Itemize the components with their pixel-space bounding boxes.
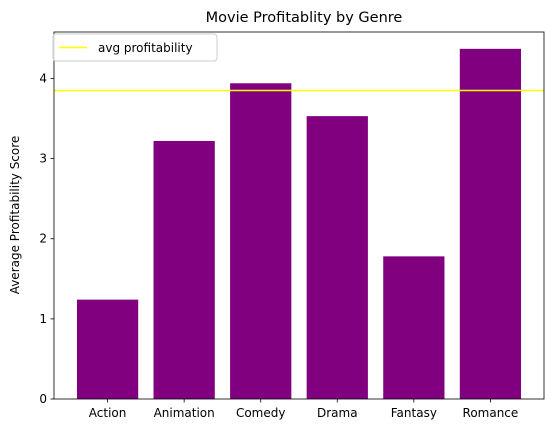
bar-action <box>76 299 139 399</box>
y-axis-ticks: 0 1 2 3 4 <box>39 71 54 406</box>
y-tick-label: 0 <box>39 392 47 406</box>
x-axis-ticks: Action Animation Comedy Drama Fantasy Romance <box>89 399 519 420</box>
x-tick-label-fantasy: Fantasy <box>391 406 437 420</box>
bar-drama <box>306 116 368 399</box>
legend: avg profitability <box>52 33 218 62</box>
bar-fantasy <box>383 256 445 399</box>
plot-frame <box>53 31 545 400</box>
bar-romance <box>459 48 522 399</box>
bar-comedy <box>230 83 292 399</box>
bar-animation <box>153 140 215 400</box>
y-tick-label: 3 <box>39 152 47 166</box>
x-tick-label-animation: Animation <box>154 406 215 420</box>
chart-title: Movie Profitablity by Genre <box>206 10 403 26</box>
y-tick-label: 1 <box>39 312 47 326</box>
x-tick-label-action: Action <box>89 406 127 420</box>
y-tick-label: 2 <box>39 232 47 246</box>
y-axis-label: Average Profitability Score <box>8 136 22 295</box>
x-tick-label-comedy: Comedy <box>236 406 286 420</box>
x-tick-label-romance: Romance <box>463 406 519 420</box>
y-tick-label: 4 <box>39 71 47 85</box>
legend-entry-avg-profitability: avg profitability <box>98 41 193 55</box>
x-tick-label-drama: Drama <box>317 406 358 420</box>
legend-box <box>52 33 218 62</box>
bars-group <box>76 48 522 400</box>
